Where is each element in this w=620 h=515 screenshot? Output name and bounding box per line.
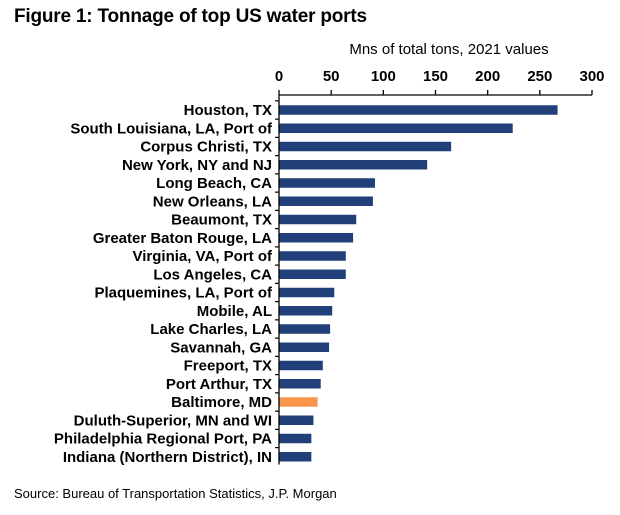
- bar: [279, 251, 346, 261]
- category-label: New York, NY and NJ: [122, 157, 272, 174]
- chart-title: Figure 1: Tonnage of top US water ports: [14, 6, 367, 27]
- bar: [279, 105, 558, 115]
- bar: [279, 269, 346, 279]
- category-label: Port Arthur, TX: [166, 376, 272, 393]
- category-label: Savannah, GA: [170, 339, 272, 356]
- category-label: Beaumont, TX: [171, 212, 272, 229]
- bar: [279, 397, 318, 407]
- x-axis-label: Mns of total tons, 2021 values: [349, 41, 548, 58]
- bar: [279, 233, 354, 243]
- x-tick-label: 150: [423, 68, 448, 85]
- bar: [279, 287, 335, 298]
- category-label: Freeport, TX: [184, 358, 272, 375]
- category-label: Greater Baton Rouge, LA: [93, 230, 272, 247]
- bar: [279, 123, 513, 133]
- category-label: South Louisiana, LA, Port of: [70, 120, 273, 137]
- x-tick-label: 200: [475, 68, 500, 85]
- category-label: Plaquemines, LA, Port of: [94, 285, 273, 302]
- bars: [279, 105, 558, 462]
- bar: [279, 141, 452, 152]
- category-label: Houston, TX: [184, 102, 272, 119]
- bar: [279, 160, 428, 170]
- bar: [279, 433, 312, 444]
- bar: [279, 214, 357, 225]
- bar: [279, 379, 321, 389]
- category-label: Indiana (Northern District), IN: [63, 449, 272, 466]
- bar: [279, 415, 314, 425]
- category-label: Mobile, AL: [197, 303, 272, 320]
- bar: [279, 306, 333, 316]
- source-note: Source: Bureau of Transportation Statist…: [14, 486, 337, 501]
- axes: [275, 94, 592, 465]
- bar: [279, 196, 373, 206]
- bar: [279, 342, 330, 352]
- bar: [279, 178, 375, 188]
- category-label: Los Angeles, CA: [153, 266, 272, 283]
- x-tick-label: 250: [527, 68, 552, 85]
- category-label: Baltimore, MD: [171, 394, 272, 411]
- bar: [279, 324, 331, 334]
- bar: [279, 360, 323, 371]
- x-tick-label: 100: [371, 68, 396, 85]
- category-label: Philadelphia Regional Port, PA: [54, 431, 272, 448]
- category-label: Corpus Christi, TX: [140, 139, 272, 156]
- category-label: Virginia, VA, Port of: [133, 248, 273, 265]
- category-label: Lake Charles, LA: [150, 321, 272, 338]
- bar: [279, 452, 312, 462]
- x-tick-label: 50: [323, 68, 340, 85]
- category-label: Long Beach, CA: [156, 175, 272, 192]
- category-label: Duluth-Superior, MN and WI: [74, 412, 272, 429]
- category-label: New Orleans, LA: [153, 193, 272, 210]
- x-tick-label: 0: [275, 68, 283, 85]
- x-tick-label: 300: [579, 68, 604, 85]
- x-axis-ticks: 0 50 100 150 200 250 300: [275, 68, 605, 95]
